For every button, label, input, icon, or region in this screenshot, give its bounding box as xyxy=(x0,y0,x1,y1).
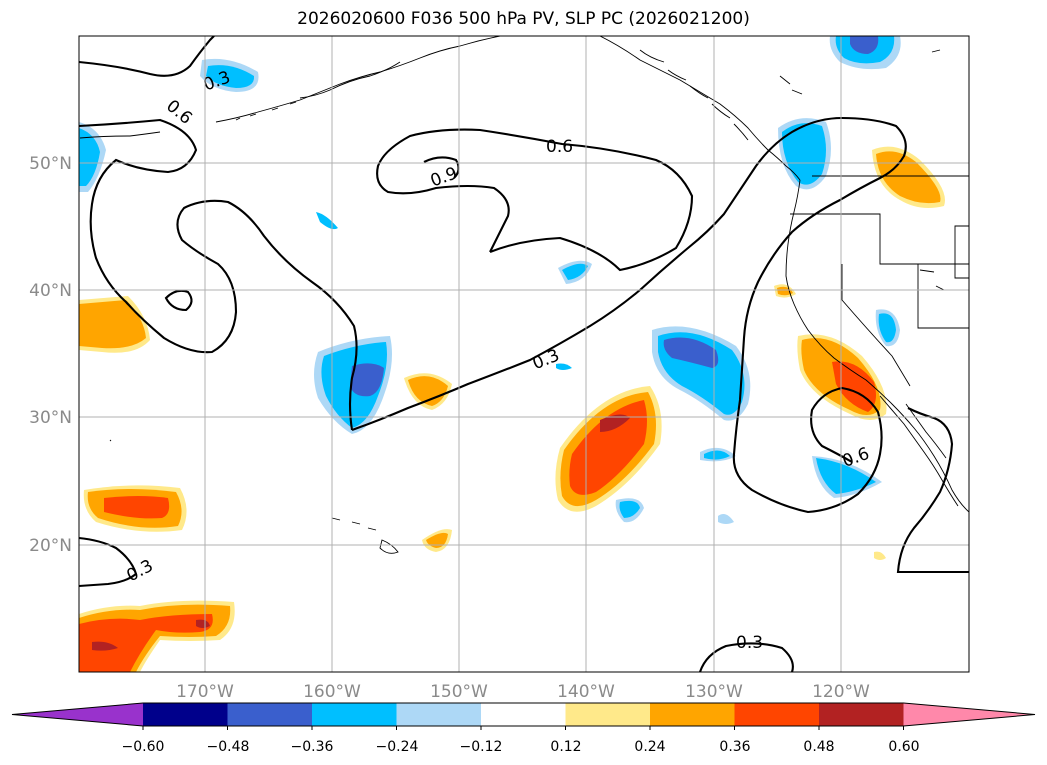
colorbar-segment xyxy=(143,703,228,726)
cb-tick-label: 0.12 xyxy=(550,739,581,755)
contour-label-8: 0.3 xyxy=(736,633,763,653)
colorbar-segment xyxy=(819,703,904,726)
longitude-labels: 170°W 160°W 150°W 140°W 130°W 120°W xyxy=(176,682,870,702)
gridlines xyxy=(79,36,969,672)
cb-tick-label: −0.48 xyxy=(207,739,250,755)
colorbar-segment xyxy=(396,703,482,726)
colorbar-extend-max xyxy=(903,703,1035,726)
map-content: 0.3 0.6 0.6 0.9 0.3 0.6 0.3 0.3 xyxy=(79,36,969,672)
map-title: 2026020600 F036 500 hPa PV, SLP PC (2026… xyxy=(297,9,750,29)
lat-label-30n: 30°N xyxy=(29,408,72,428)
cb-tick-label: 0.60 xyxy=(888,739,919,755)
coastlines xyxy=(79,36,969,554)
cb-tick-label: 0.24 xyxy=(634,739,665,755)
colorbar xyxy=(11,702,1036,730)
cb-tick-label: −0.24 xyxy=(376,739,419,755)
colorbar-segment xyxy=(227,703,313,726)
contour-label-3: 0.6 xyxy=(546,137,573,157)
colorbar-segment xyxy=(481,703,566,726)
lat-label-20n: 20°N xyxy=(29,536,72,556)
colorbar-segment xyxy=(565,703,651,726)
pv-shading xyxy=(79,36,945,672)
latitude-labels: 50°N 40°N 30°N 20°N xyxy=(29,154,72,556)
lat-label-50n: 50°N xyxy=(29,154,72,174)
cb-tick-label: 0.48 xyxy=(803,739,834,755)
cb-tick-label: 0.36 xyxy=(719,739,750,755)
lon-label-130w: 130°W xyxy=(685,682,743,702)
colorbar-labels: −0.60 −0.48 −0.36 −0.24 −0.12 0.12 0.24 … xyxy=(122,739,920,755)
lat-label-40n: 40°N xyxy=(29,281,72,301)
colorbar-segment xyxy=(312,703,397,726)
colorbar-segment xyxy=(734,703,820,726)
cb-tick-label: −0.60 xyxy=(122,739,165,755)
colorbar-segment xyxy=(650,703,735,726)
cb-tick-label: −0.36 xyxy=(291,739,334,755)
lon-label-140w: 140°W xyxy=(557,682,615,702)
colorbar-extend-min xyxy=(12,703,143,726)
cb-tick-label: −0.12 xyxy=(460,739,503,755)
map-frame xyxy=(78,35,970,673)
lon-label-150w: 150°W xyxy=(430,682,488,702)
lon-label-160w: 160°W xyxy=(303,682,361,702)
lon-label-170w: 170°W xyxy=(176,682,234,702)
lon-label-120w: 120°W xyxy=(812,682,870,702)
